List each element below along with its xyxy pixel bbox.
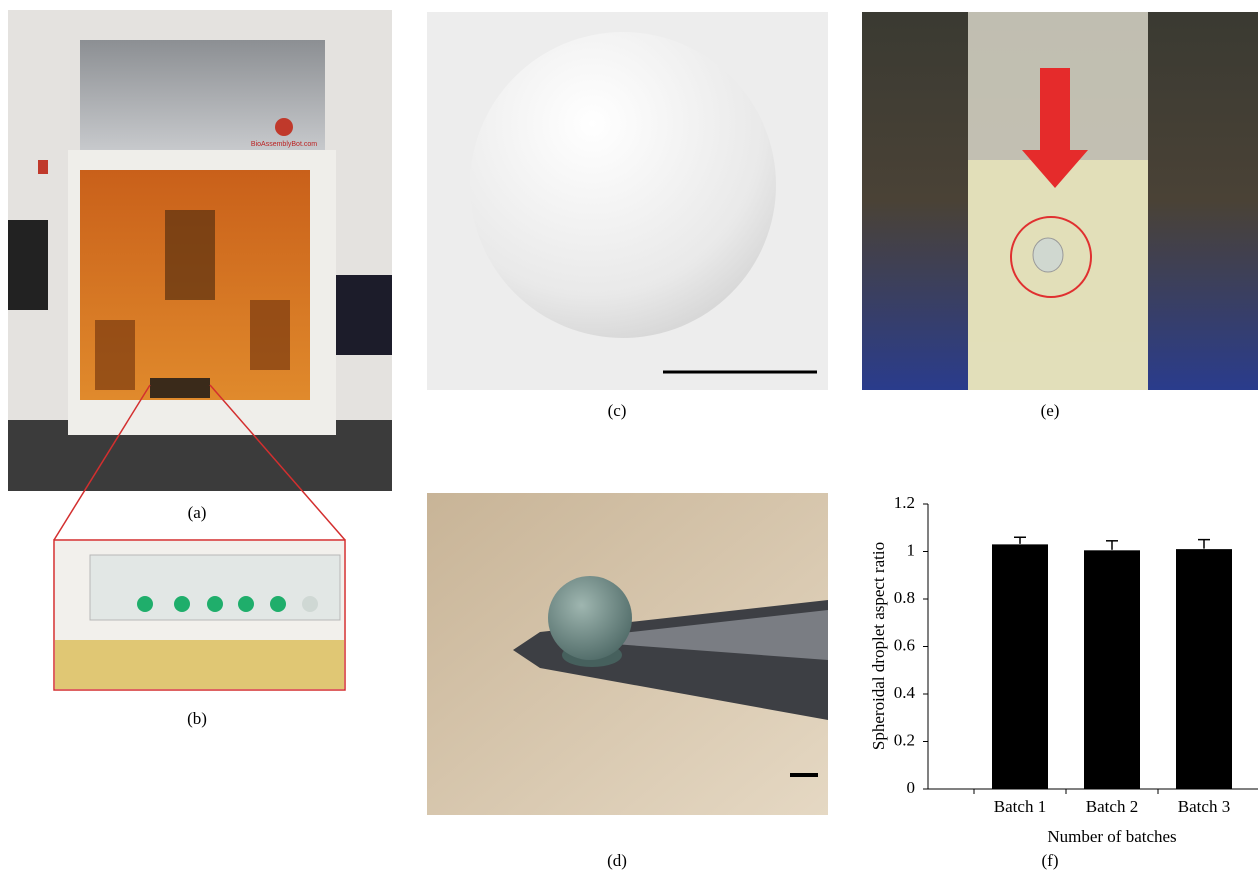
y-axis-label: Spheroidal droplet aspect ratio [869, 542, 888, 750]
x-tick-label: Batch 1 [994, 797, 1046, 816]
panel-label: (e) [1041, 401, 1060, 420]
y-tick-label: 0.8 [894, 588, 915, 607]
x-tick-label: Batch 3 [1178, 797, 1230, 816]
photo-a: BioAssemblyBot.com [8, 10, 392, 491]
bar [1084, 550, 1140, 789]
photo-b [55, 541, 344, 689]
photo-e [862, 12, 1258, 390]
x-tick-label: Batch 2 [1086, 797, 1138, 816]
panel-label: (d) [607, 851, 627, 870]
bar [992, 544, 1048, 789]
x-axis-label: Number of batches [1047, 827, 1176, 846]
panel-label: (b) [187, 709, 207, 728]
y-tick-label: 0.4 [894, 683, 916, 702]
y-tick-label: 0 [907, 778, 916, 797]
panel-label: (a) [188, 503, 207, 522]
panel-label: (f) [1042, 851, 1059, 870]
bar-chart: Spheroidal droplet aspect ratio Number o… [869, 493, 1258, 846]
figure: BioAssemblyBot.com (a) (b) (c) (e) [0, 0, 1258, 878]
page: BioAssemblyBot.com (a) (b) (c) (e) [0, 0, 1258, 883]
photo-c [427, 12, 828, 390]
brand-text: BioAssemblyBot.com [251, 141, 317, 148]
y-tick-label: 0.2 [894, 730, 915, 749]
photo-d [427, 493, 828, 815]
y-tick-label: 1 [907, 540, 916, 559]
y-tick-label: 1.2 [894, 493, 915, 512]
bar [1176, 549, 1232, 789]
y-tick-label: 0.6 [894, 635, 915, 654]
panel-label: (c) [608, 401, 627, 420]
